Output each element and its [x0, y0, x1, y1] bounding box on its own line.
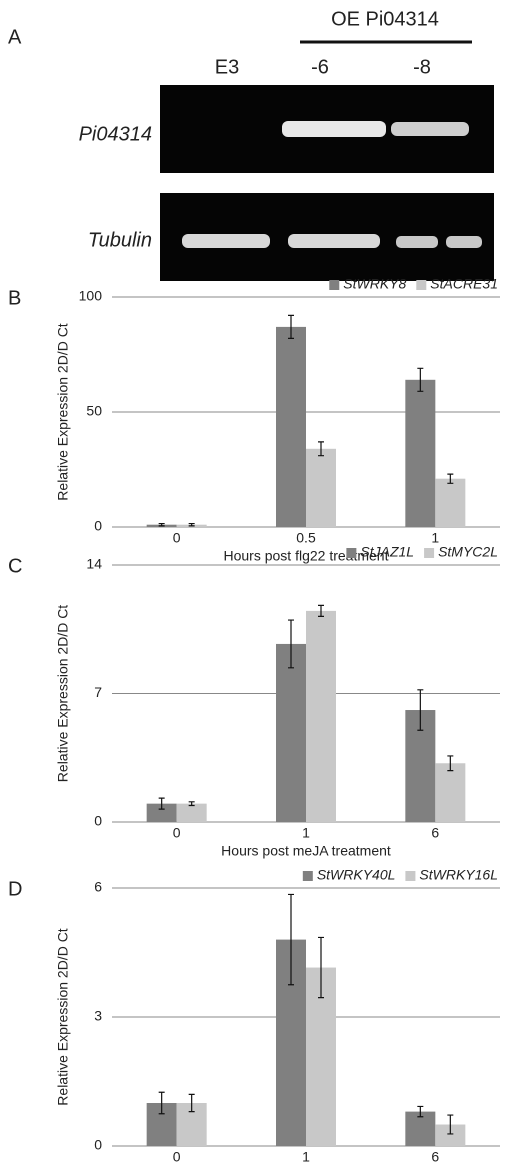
bar	[276, 644, 306, 822]
x-tick-label: 1	[302, 825, 310, 841]
y-tick-label: 14	[86, 556, 102, 572]
gel-band	[396, 236, 438, 248]
x-tick-label: 0	[173, 825, 181, 841]
legend-label: StACRE31	[430, 276, 498, 292]
panel-label: A	[8, 26, 22, 48]
figure: A OE Pi04314 E3 -6 -8 Pi04314 Tubulin B R…	[0, 0, 516, 1169]
bar	[435, 479, 465, 527]
legend-label: StMYC2L	[438, 544, 498, 560]
lane-label: -8	[413, 56, 431, 78]
bar	[177, 804, 207, 822]
y-tick-label: 0	[94, 518, 102, 534]
legend-swatch	[346, 548, 356, 558]
y-tick-label: 7	[94, 684, 102, 700]
group-label: OE Pi04314	[331, 8, 439, 30]
legend-label: StWRKY8	[343, 276, 406, 292]
bar	[306, 611, 336, 822]
panel-label: C	[8, 555, 22, 577]
legend-label: StWRKY16L	[419, 867, 498, 883]
x-tick-label: 1	[302, 1149, 310, 1165]
legend-swatch	[303, 871, 313, 881]
bar	[435, 763, 465, 822]
legend-label: StJAZ1L	[360, 544, 414, 560]
row-label: Tubulin	[88, 229, 152, 251]
lane-label: E3	[215, 56, 239, 78]
lane-label: -6	[311, 56, 329, 78]
x-tick-label: 0	[173, 1149, 181, 1165]
y-axis-label: Relative Expression 2D/D Ct	[55, 928, 71, 1106]
background	[0, 0, 516, 1169]
bar	[276, 327, 306, 527]
gel-band	[288, 234, 380, 248]
x-tick-label: 0	[173, 530, 181, 546]
gel-band	[282, 121, 386, 137]
y-tick-label: 0	[94, 1137, 102, 1153]
panel-label: D	[8, 878, 22, 900]
bar	[405, 380, 435, 527]
legend-swatch	[416, 280, 426, 290]
x-tick-label: 6	[431, 825, 439, 841]
y-tick-label: 50	[86, 403, 102, 419]
gel-band	[391, 122, 469, 136]
y-tick-label: 3	[94, 1008, 102, 1024]
legend-label: StWRKY40L	[317, 867, 396, 883]
y-tick-label: 100	[79, 288, 103, 304]
panel-label: B	[8, 287, 21, 309]
x-axis-label: Hours post meJA treatment	[221, 843, 391, 859]
row-label: Pi04314	[79, 123, 152, 145]
gel-band	[446, 236, 482, 248]
y-tick-label: 6	[94, 879, 102, 895]
gel-band	[182, 234, 270, 248]
y-axis-label: Relative Expression 2D/D Ct	[55, 605, 71, 783]
x-tick-label: 6	[431, 1149, 439, 1165]
bar	[306, 449, 336, 527]
y-tick-label: 0	[94, 813, 102, 829]
y-axis-label: Relative Expression 2D/D Ct	[55, 323, 71, 501]
legend-swatch	[405, 871, 415, 881]
legend-swatch	[424, 548, 434, 558]
legend-swatch	[329, 280, 339, 290]
x-tick-label: 0.5	[296, 530, 316, 546]
